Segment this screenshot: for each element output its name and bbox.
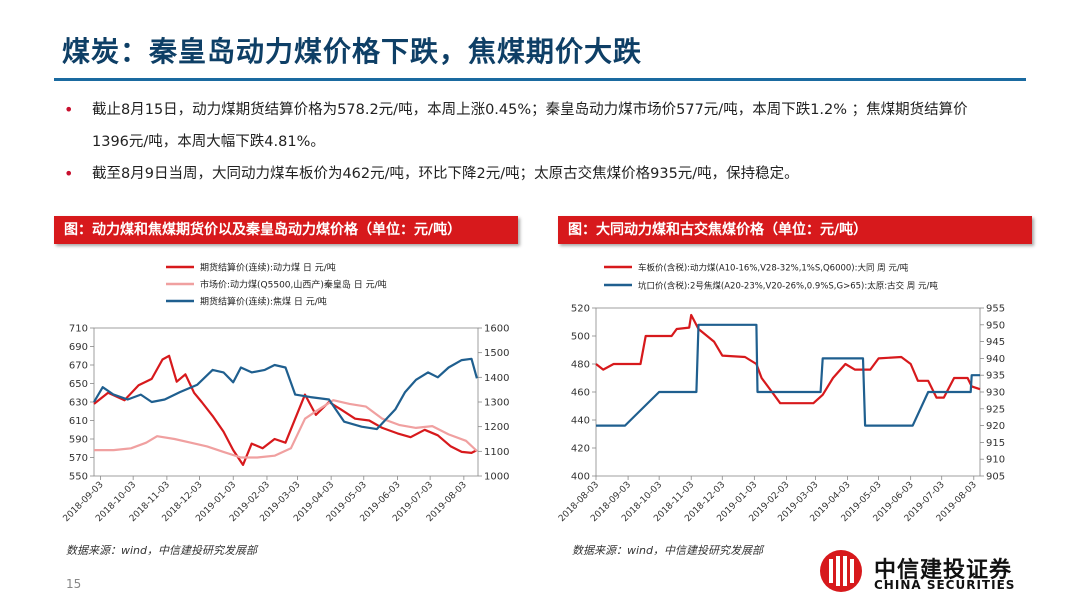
y-left-tick-label: 500: [571, 332, 590, 343]
y-right-tick-label: 1200: [484, 422, 509, 433]
chart-datong-gujiao-prices: 400 420 440 460 480 500 520 905 910 915 920 925 930 9…: [557, 263, 1005, 525]
chart-caption-right: 图：大同动力煤和古交焦煤价格（单位：元/吨）: [558, 216, 1032, 244]
slide-title: 煤炭：秦皇岛动力煤价格下跌，焦煤期价大跌: [62, 35, 643, 68]
y-left-tick-label: 610: [69, 416, 88, 427]
y-right-tick-label: 930: [986, 388, 1005, 399]
bullet-text: 截至8月9日当周，大同动力煤车板价为462元/吨，环比下降2元/吨；太原古交焦煤…: [92, 166, 799, 182]
y-left-tick-label: 440: [571, 416, 590, 427]
y-left-tick-label: 650: [69, 379, 88, 390]
y-left-tick-label: 710: [69, 324, 88, 335]
legend-label: 市场价:动力煤(Q5500,山西产)秦皇岛 日 元/吨: [200, 279, 387, 291]
y-left-tick-label: 520: [571, 304, 590, 315]
y-left-tick-label: 480: [571, 360, 590, 371]
bullet-dot-icon: •: [64, 164, 74, 183]
y-right-tick-label: 955: [986, 304, 1005, 315]
y-right-tick-label: 925: [986, 404, 1005, 415]
series-line-2: [94, 399, 478, 459]
y-left-tick-label: 590: [69, 435, 88, 446]
y-right-tick-label: 1000: [484, 472, 509, 483]
logo-english-name: CHINA SECURITIES: [874, 578, 1016, 592]
series-line-1: [595, 313, 981, 405]
y-left-tick-label: 690: [69, 342, 88, 353]
legend-label: 坑口价(含税):2号焦煤(A20-23%,V20-26%,0.9%S,G>65)…: [638, 281, 938, 292]
series-line-2: [596, 323, 980, 427]
bullet-list: • 截止8月15日，动力煤期货结算价格为578.2元/吨，本周上涨0.45%；秦…: [62, 94, 1002, 190]
data-source-left: 数据来源：wind，中信建投研究发展部: [66, 544, 258, 557]
y-right-tick-label: 935: [986, 371, 1005, 382]
bullet-item: • 截至8月9日当周，大同动力煤车板价为462元/吨，环比下降2元/吨；太原古交…: [62, 158, 1002, 190]
legend-label: 期货结算价(连续):焦煤 日 元/吨: [200, 296, 327, 308]
y-right-tick-label: 910: [986, 455, 1005, 466]
y-right-tick-label: 1500: [484, 348, 509, 359]
legend-label: 车板价(含税):动力煤(A10-16%,V28-32%,1%S,Q6000):大…: [638, 263, 909, 274]
y-left-tick-label: 570: [69, 453, 88, 464]
chart-futures-and-qhd-prices: 550 570 590 610 630 650 670 690 710 1000 1100 1200 1…: [62, 262, 510, 525]
y-left-tick-label: 670: [69, 361, 88, 372]
bullet-item: • 截止8月15日，动力煤期货结算价格为578.2元/吨，本周上涨0.45%；秦…: [62, 94, 1002, 158]
y-right-tick-label: 905: [986, 472, 1005, 483]
legend-label: 期货结算价(连续):动力煤 日 元/吨: [200, 262, 336, 274]
series-line-1: [93, 354, 478, 466]
y-right-tick-label: 1300: [484, 398, 509, 409]
y-right-tick-label: 915: [986, 438, 1005, 449]
y-left-tick-label: 550: [69, 472, 88, 483]
series-line-3: [93, 357, 478, 431]
y-right-tick-label: 1600: [484, 324, 509, 335]
y-left-tick-label: 630: [69, 398, 88, 409]
y-right-tick-label: 920: [986, 421, 1005, 432]
y-right-tick-label: 1400: [484, 373, 509, 384]
y-right-tick-label: 1100: [484, 447, 509, 458]
y-right-tick-label: 950: [986, 320, 1005, 331]
y-right-tick-label: 945: [986, 337, 1005, 348]
bullet-dot-icon: •: [64, 100, 74, 119]
y-left-tick-label: 400: [571, 472, 590, 483]
logo-chinese-name: 中信建投证券: [874, 558, 1013, 583]
y-left-tick-label: 420: [571, 444, 590, 455]
y-left-tick-label: 460: [571, 388, 590, 399]
chart-caption-left: 图：动力煤和焦煤期货价以及秦皇岛动力煤价格（单位：元/吨）: [54, 216, 518, 244]
china-securities-logo-icon: [820, 550, 862, 592]
company-logo: 中信建投证券 CHINA SECURITIES: [812, 548, 1052, 596]
data-source-right: 数据来源：wind，中信建投研究发展部: [572, 544, 764, 557]
bullet-text: 截止8月15日，动力煤期货结算价格为578.2元/吨，本周上涨0.45%；秦皇岛…: [92, 102, 968, 150]
title-rule: [54, 78, 1026, 81]
page-number: 15: [66, 577, 82, 591]
y-right-tick-label: 940: [986, 354, 1005, 365]
